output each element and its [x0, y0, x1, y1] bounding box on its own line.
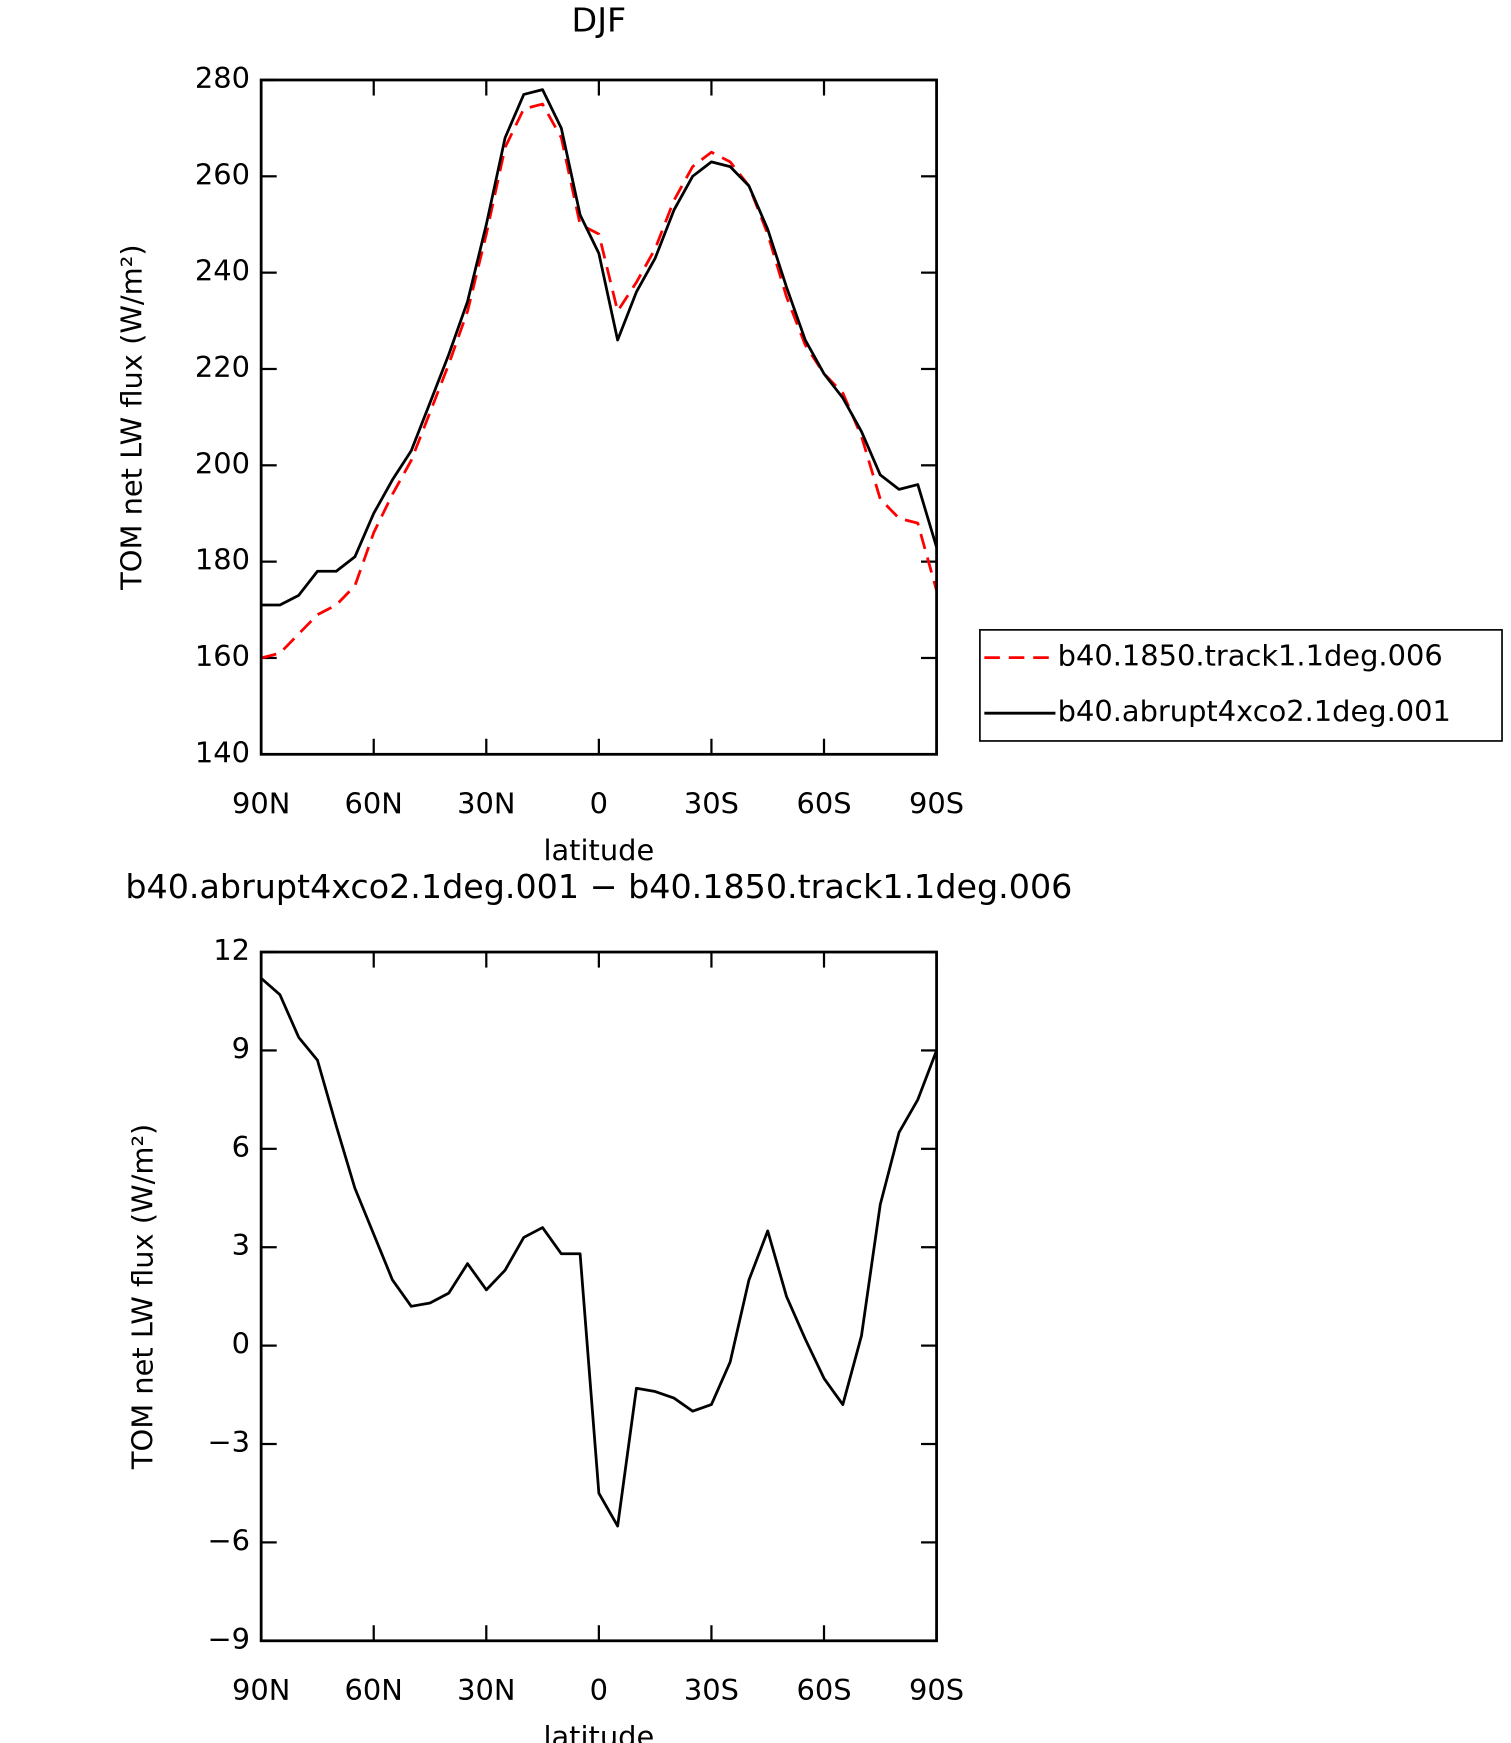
x-tick-label: 90N	[232, 1673, 290, 1707]
x-axis-label: latitude	[543, 833, 654, 867]
x-tick-label: 60N	[345, 1673, 403, 1707]
data-line	[260, 102, 938, 660]
x-tick-label: 90S	[909, 786, 964, 820]
y-tick-label: 140	[195, 735, 250, 769]
data-line	[260, 977, 938, 1528]
x-tick-label: 60S	[796, 786, 851, 820]
legend-label: b40.abrupt4xco2.1deg.001	[1058, 694, 1451, 728]
y-tick-label: 200	[195, 446, 250, 480]
x-tick-label: 0	[590, 786, 608, 820]
legend-box	[979, 629, 1503, 742]
x-tick-label: 30S	[684, 1673, 739, 1707]
x-tick-label: 90S	[909, 1673, 964, 1707]
y-axis-label: TOM net LW flux (W/m²)	[126, 1124, 160, 1470]
y-tick-label: 260	[195, 157, 250, 191]
y-tick-label: 6	[232, 1130, 250, 1164]
x-tick-label: 60N	[345, 786, 403, 820]
plot-frame	[259, 950, 938, 1643]
y-tick-label: 3	[232, 1228, 250, 1262]
y-tick-label: 12	[213, 933, 250, 967]
y-tick-label: −6	[207, 1523, 250, 1557]
x-tick-label: 30N	[457, 1673, 515, 1707]
x-axis-label: latitude	[543, 1720, 654, 1743]
x-tick-label: 0	[590, 1673, 608, 1707]
x-tick-label: 30N	[457, 786, 515, 820]
y-tick-label: 160	[195, 639, 250, 673]
chart-title: b40.abrupt4xco2.1deg.001 − b40.1850.trac…	[125, 867, 1072, 906]
data-line	[261, 88, 938, 607]
y-tick-label: −3	[207, 1425, 250, 1459]
y-tick-label: 180	[195, 543, 250, 577]
plot-frame	[259, 78, 938, 756]
y-tick-label: 9	[232, 1031, 250, 1065]
y-tick-label: 240	[195, 254, 250, 288]
x-tick-label: 30S	[684, 786, 739, 820]
y-tick-label: 0	[232, 1327, 250, 1361]
y-tick-label: −9	[207, 1622, 250, 1656]
legend-label: b40.1850.track1.1deg.006	[1058, 639, 1443, 673]
chart-title: DJF	[572, 1, 627, 40]
x-tick-label: 90N	[232, 786, 290, 820]
y-tick-label: 220	[195, 350, 250, 384]
y-tick-label: 280	[195, 61, 250, 95]
y-axis-label: TOM net LW flux (W/m²)	[114, 244, 148, 590]
x-tick-label: 60S	[796, 1673, 851, 1707]
